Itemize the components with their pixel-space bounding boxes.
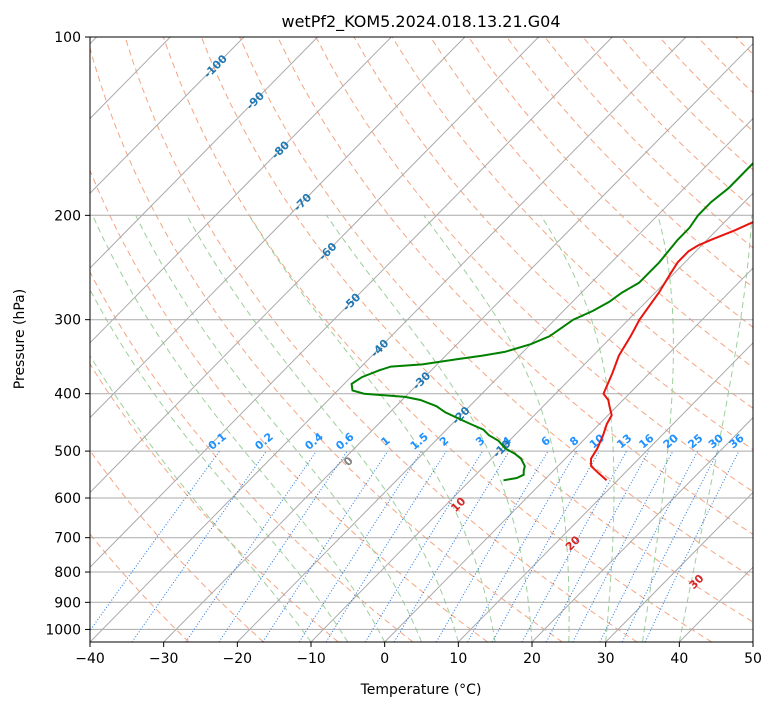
mixing-ratio-line — [262, 450, 389, 642]
mixing-ratio-line — [298, 450, 423, 642]
y-tick-label: 500 — [54, 444, 81, 460]
x-tick-label: −10 — [296, 651, 326, 667]
x-tick-label: 50 — [744, 651, 762, 667]
isotherm-line — [90, 37, 466, 419]
y-tick-label: 400 — [54, 387, 81, 403]
isotherm-line — [384, 267, 753, 642]
mixing-ratio-line — [491, 450, 600, 642]
mixing-ratio-line — [393, 450, 510, 642]
dry-adiabat-line — [353, 37, 753, 451]
isotherm-line — [90, 37, 245, 194]
mixing-ratio-line — [131, 450, 267, 642]
moist-adiabat-line — [423, 215, 570, 642]
dry-adiabat-line — [90, 46, 563, 642]
x-tick-label: −20 — [223, 651, 253, 667]
moist-adiabat-line — [678, 215, 753, 642]
mixing-ratio-line — [325, 450, 447, 642]
dry-adiabat-line — [468, 37, 753, 328]
dry-adiabat-line — [506, 37, 753, 288]
moist-adiabat-line — [92, 215, 386, 642]
mixing-ratio-line — [599, 450, 699, 642]
dry-adiabat-line — [315, 37, 753, 493]
dry-adiabat-line — [90, 363, 339, 642]
axes: −40 −30 −20 −10 0 10 20 30 40 50 100 200 300 400 500 60… — [45, 30, 762, 667]
y-tick-label: 300 — [54, 313, 81, 329]
dry-adiabat-line — [124, 37, 638, 642]
mixing-ratio-line — [90, 450, 221, 632]
chart-title: wetPf2_KOM5.2024.018.13.21.G04 — [281, 12, 560, 32]
isotherm-line — [90, 37, 613, 568]
isotherm-line — [90, 37, 687, 642]
mixing-ratio-line — [218, 450, 348, 642]
isotherm-line — [531, 416, 753, 642]
y-tick-label: 1000 — [45, 622, 81, 638]
moist-adiabat-line — [135, 215, 422, 642]
isotherm-line — [457, 342, 753, 642]
x-tick-label: 0 — [380, 651, 389, 667]
temperature-profile-line — [589, 221, 753, 482]
isotherm-line — [236, 117, 753, 642]
y-tick-label: 700 — [54, 531, 81, 547]
isotherm-line — [310, 192, 753, 642]
mixing-ratio-line — [572, 450, 674, 642]
isotherm-line — [90, 37, 392, 344]
dry-adiabat-line — [239, 37, 753, 579]
dry-adiabat-line — [90, 449, 264, 642]
dry-adiabat-line — [162, 37, 712, 642]
moist-adiabat-line — [540, 215, 615, 642]
moist-adiabat-line — [90, 288, 349, 642]
moist-adiabat-line — [186, 215, 459, 642]
mixing-ratio-line — [364, 450, 484, 642]
x-tick-label: −40 — [75, 651, 105, 667]
isotherm-line — [90, 37, 318, 269]
plot-frame — [89, 36, 754, 643]
y-tick-label: 100 — [54, 30, 81, 46]
x-tick-label: 20 — [523, 651, 541, 667]
moist-adiabat-line — [90, 354, 312, 642]
moist-adiabat-line — [326, 215, 533, 642]
isotherm-line — [90, 37, 539, 494]
y-tick-label: 900 — [54, 595, 81, 611]
y-tick-label: 600 — [54, 491, 81, 507]
dry-adiabat-line — [200, 37, 753, 623]
moist-adiabat-line — [642, 215, 674, 642]
isotherm-line — [163, 42, 753, 642]
x-tick-label: 40 — [670, 651, 688, 667]
dry-adiabat-line — [429, 37, 753, 369]
isotherm-line — [605, 491, 753, 642]
x-axis-label: Temperature (°C) — [360, 682, 482, 698]
dry-adiabat-line — [391, 37, 753, 409]
x-tick-label: 30 — [597, 651, 615, 667]
mixing-ratio-line — [435, 450, 549, 642]
y-tick-label: 200 — [54, 208, 81, 224]
y-axis-label: Pressure (hPa) — [12, 289, 28, 389]
moist-adiabat-line — [248, 215, 496, 642]
dry-adiabat-line — [90, 169, 488, 642]
y-tick-label: 800 — [54, 565, 81, 581]
dewpoint-profile-line — [350, 161, 753, 482]
x-tick-label: −30 — [149, 651, 179, 667]
x-tick-label: 10 — [449, 651, 467, 667]
